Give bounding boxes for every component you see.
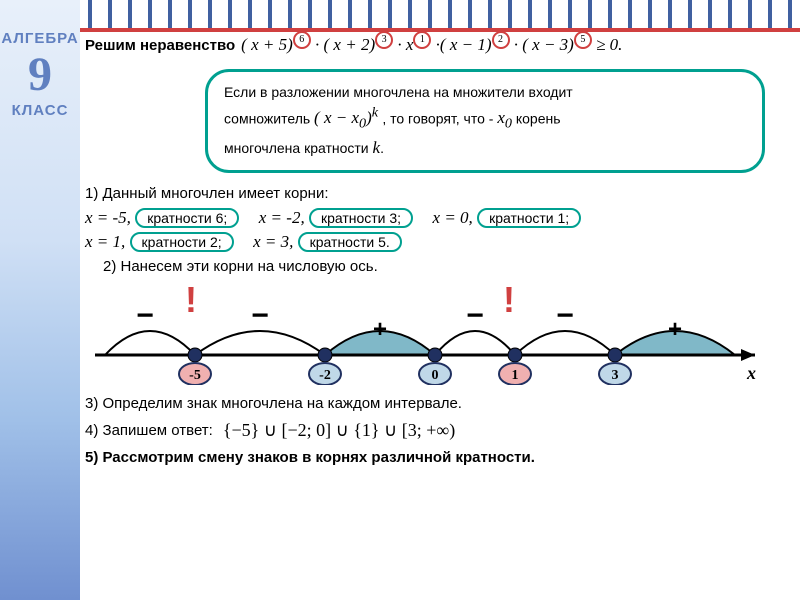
content: Решим неравенство ( x + 5)6 · ( x + 2)3 … xyxy=(85,35,795,472)
step4-label: 4) Запишем ответ: xyxy=(85,422,213,439)
step4: 4) Запишем ответ: {−5} ∪ [−2; 0] ∪ {1} ∪… xyxy=(85,420,795,441)
svg-text:−: − xyxy=(251,299,269,332)
svg-text:x: x xyxy=(746,363,756,383)
solve-line: Решим неравенство ( x + 5)6 · ( x + 2)3 … xyxy=(85,35,795,57)
svg-text:+: + xyxy=(373,316,387,343)
step5-title: 5) Рассмотрим смену знаков в корнях разл… xyxy=(85,449,795,466)
sidebar-title: АЛГЕБРА xyxy=(0,30,80,47)
svg-text:-5: -5 xyxy=(189,368,201,383)
step3-title: 3) Определим знак многочлена на каждом и… xyxy=(85,395,795,412)
svg-text:1: 1 xyxy=(512,368,519,383)
header-divider xyxy=(80,28,800,32)
svg-text:0: 0 xyxy=(432,368,439,383)
roots-line-1: x = -5, кратности 6; x = -2, кратности 3… xyxy=(85,208,795,228)
svg-text:-2: -2 xyxy=(319,368,331,383)
step1-title: 1) Данный многочлен имеет корни: xyxy=(85,185,795,202)
sidebar-grade: 9 xyxy=(0,47,80,102)
info-box: Если в разложении многочлена на множител… xyxy=(205,69,765,174)
svg-text:3: 3 xyxy=(612,368,619,383)
exclaim-1: ! xyxy=(185,279,197,321)
svg-text:−: − xyxy=(556,299,574,332)
svg-text:+: + xyxy=(668,316,682,343)
answer: {−5} ∪ [−2; 0] ∪ {1} ∪ [3; +∞) xyxy=(223,420,455,441)
sidebar-class: КЛАСС xyxy=(0,102,80,119)
roots-line-2: x = 1, кратности 2; x = 3, кратности 5. xyxy=(85,232,795,252)
svg-text:−: − xyxy=(466,299,484,332)
sidebar: АЛГЕБРА 9 КЛАСС xyxy=(0,0,80,600)
svg-text:−: − xyxy=(136,299,154,332)
spiral-binding xyxy=(80,0,800,28)
exclaim-2: ! xyxy=(503,279,515,321)
number-line: ! ! x-5-2013−−+−−+ xyxy=(85,285,765,385)
step2-title: 2) Нанесем эти корни на числовую ось. xyxy=(103,258,795,275)
solve-label: Решим неравенство xyxy=(85,37,235,54)
inequality: ( x + 5)6 · ( x + 2)3 · x1 ·( x − 1)2 · … xyxy=(241,35,622,57)
